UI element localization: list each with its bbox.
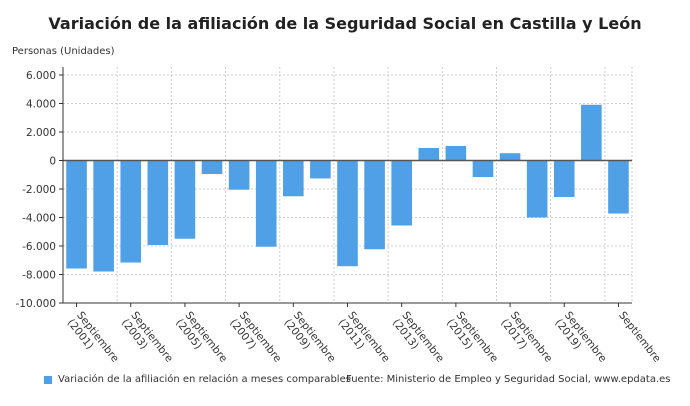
bar — [337, 160, 358, 267]
source-note: Fuente: Ministerio de Empleo y Seguridad… — [346, 374, 671, 385]
bar — [201, 160, 223, 175]
bar — [391, 160, 412, 226]
bar — [66, 160, 87, 269]
x-tick-label: Septiembre(2019) — [552, 309, 608, 372]
bar — [283, 160, 304, 197]
y-tick-label: -8.000 — [22, 270, 56, 282]
y-tick-label: -10.000 — [15, 298, 56, 310]
bar — [93, 160, 114, 272]
x-tick-label: Septiembre(2005) — [173, 309, 229, 372]
x-tick-label: Septiembre(2017) — [498, 309, 554, 372]
x-tick-label: Septiembre(2001) — [65, 309, 121, 372]
legend-swatch — [44, 375, 52, 384]
x-tick-label: Septiembre(2015) — [444, 309, 500, 372]
bar — [526, 160, 548, 218]
y-tick-label: -6.000 — [22, 241, 56, 253]
bar — [255, 160, 277, 247]
y-tick-label: 0 — [49, 156, 56, 168]
y-axis-label: Personas (Unidades) — [12, 46, 115, 57]
bar — [310, 160, 331, 179]
x-tick-label: Septiembre(2009) — [281, 309, 337, 372]
bar — [174, 160, 196, 239]
bar — [553, 160, 575, 197]
x-tick-label: Septiembre — [616, 309, 663, 364]
x-tick-label: Septiembre(2011) — [336, 309, 392, 372]
x-tick-label: Septiembre(2013) — [390, 309, 446, 372]
bar — [120, 160, 142, 263]
bar — [445, 145, 467, 161]
y-tick-label: 6.000 — [26, 70, 56, 82]
bar — [608, 160, 629, 214]
y-tick-label: 4.000 — [26, 99, 56, 111]
legend-label: Variación de la afiliación en relación a… — [58, 374, 351, 385]
x-tick-label: Septiembre(2007) — [227, 309, 283, 372]
bar — [147, 160, 169, 246]
bar — [418, 147, 440, 161]
chart-title: Variación de la afiliación de la Segurid… — [48, 14, 642, 33]
y-tick-label: -4.000 — [22, 213, 56, 225]
bar — [499, 153, 521, 161]
bar — [364, 160, 385, 250]
bar — [472, 160, 494, 178]
x-tick-label: Septiembre(2003) — [119, 309, 175, 372]
y-tick-label: -2.000 — [22, 184, 56, 196]
y-tick-label: 2.000 — [26, 127, 56, 139]
legend: Variación de la afiliación en relación a… — [44, 374, 351, 385]
bar — [228, 160, 250, 190]
bar — [581, 104, 602, 161]
